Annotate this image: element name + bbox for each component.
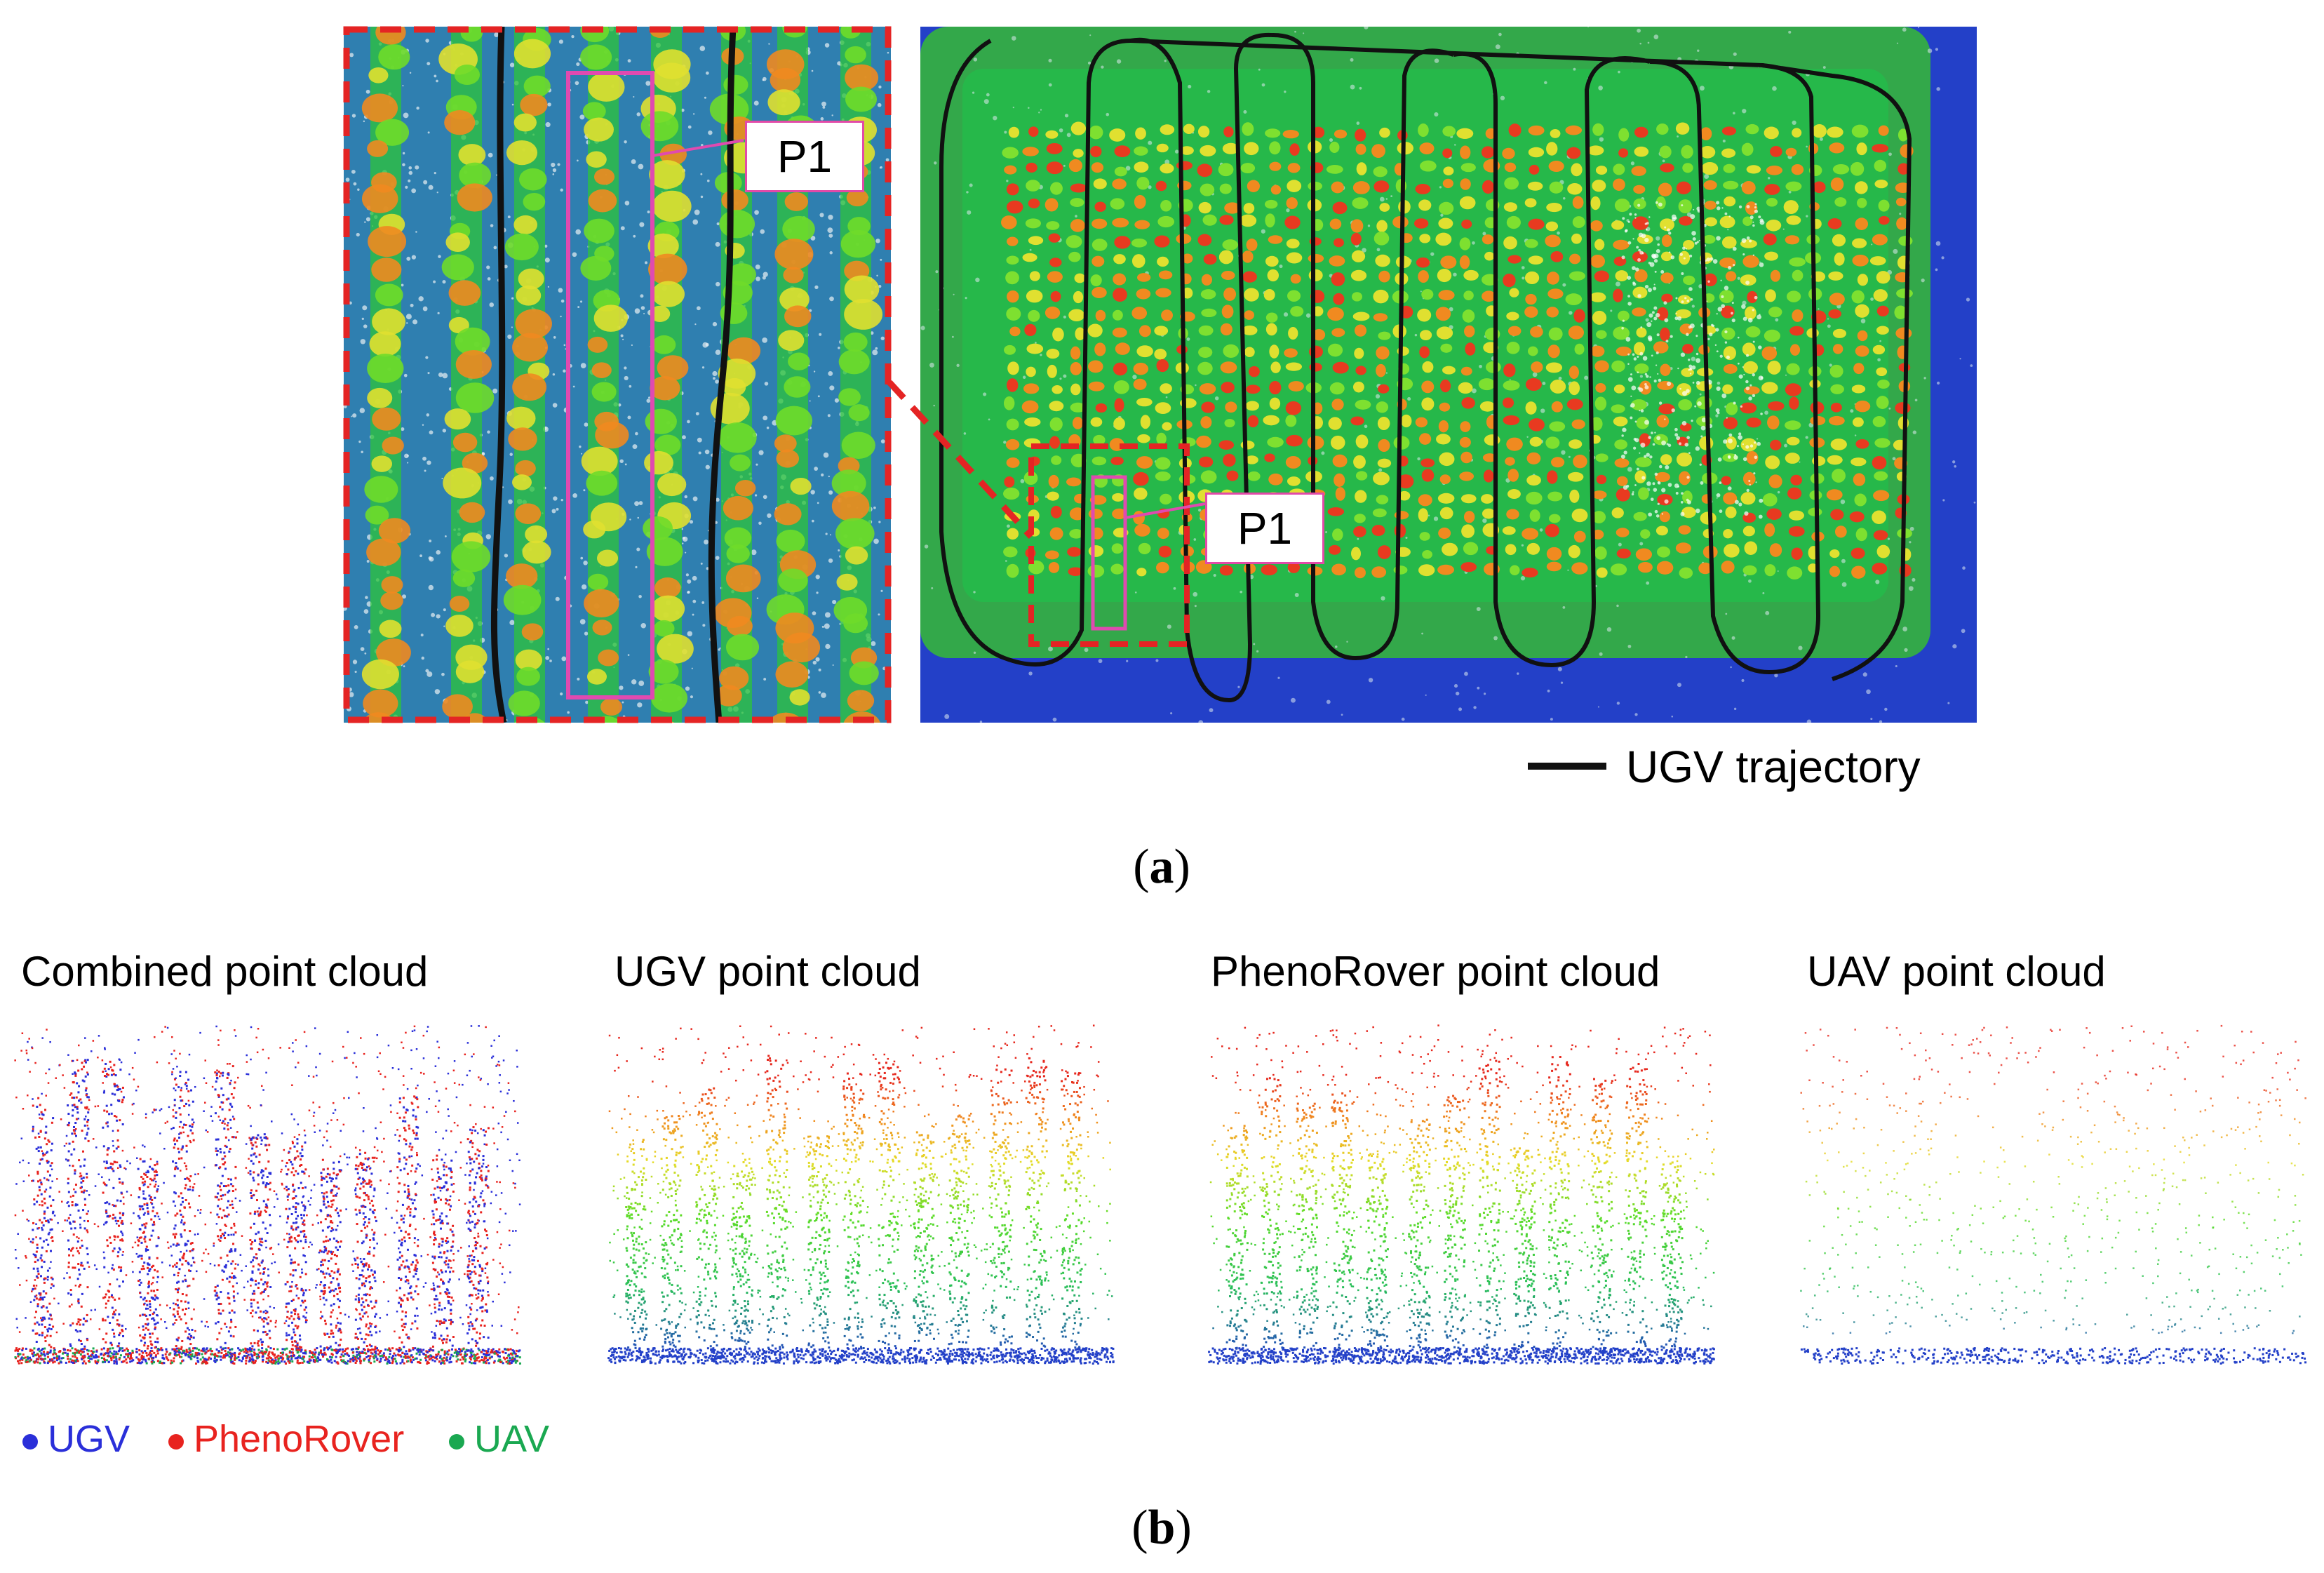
ugv-point-cloud [607,1024,1115,1365]
legend-phenorover-label: PhenoRover [194,1418,405,1460]
uav-point-cloud [1800,1024,2307,1365]
field-overview-image [920,27,1977,723]
title-ugv: UGV point cloud [614,948,921,995]
overview-p1-pointer [1124,502,1206,519]
title-phenorover: PhenoRover point cloud [1211,948,1660,995]
zoom-plot-box [566,71,654,700]
phenorover-point-cloud [1208,1024,1715,1365]
caption-b-letter: b [1148,1501,1176,1555]
overview-plot-box [1091,475,1127,631]
legend-uav: UAV [449,1417,549,1461]
legend-uav-label: UAV [474,1418,550,1460]
legend-phenorover: PhenoRover [168,1417,404,1461]
title-uav: UAV point cloud [1807,948,2106,995]
zoom-p1-label: P1 [745,121,864,192]
legend-uav-dot [449,1433,464,1450]
point-cloud-panels [14,1024,2307,1365]
caption-b: (b) [1131,1501,1192,1555]
legend-ugv-label: UGV [48,1418,130,1460]
field-overview [920,27,1977,723]
zoom-p1-pointer [652,139,744,157]
legend-phenorover-dot [168,1433,184,1450]
combined-point-cloud [14,1025,521,1365]
legend-ugv: UGV [22,1417,130,1461]
legend-ugv-dot [22,1433,38,1450]
zoom-inset-border [343,26,892,723]
caption-a: (a) [1133,840,1190,894]
overview-p1-label: P1 [1205,493,1324,564]
title-combined: Combined point cloud [21,948,429,995]
zoom-connector-line [887,380,1034,540]
caption-a-letter: a [1149,840,1174,894]
trajectory-legend-label: UGV trajectory [1626,742,1921,792]
